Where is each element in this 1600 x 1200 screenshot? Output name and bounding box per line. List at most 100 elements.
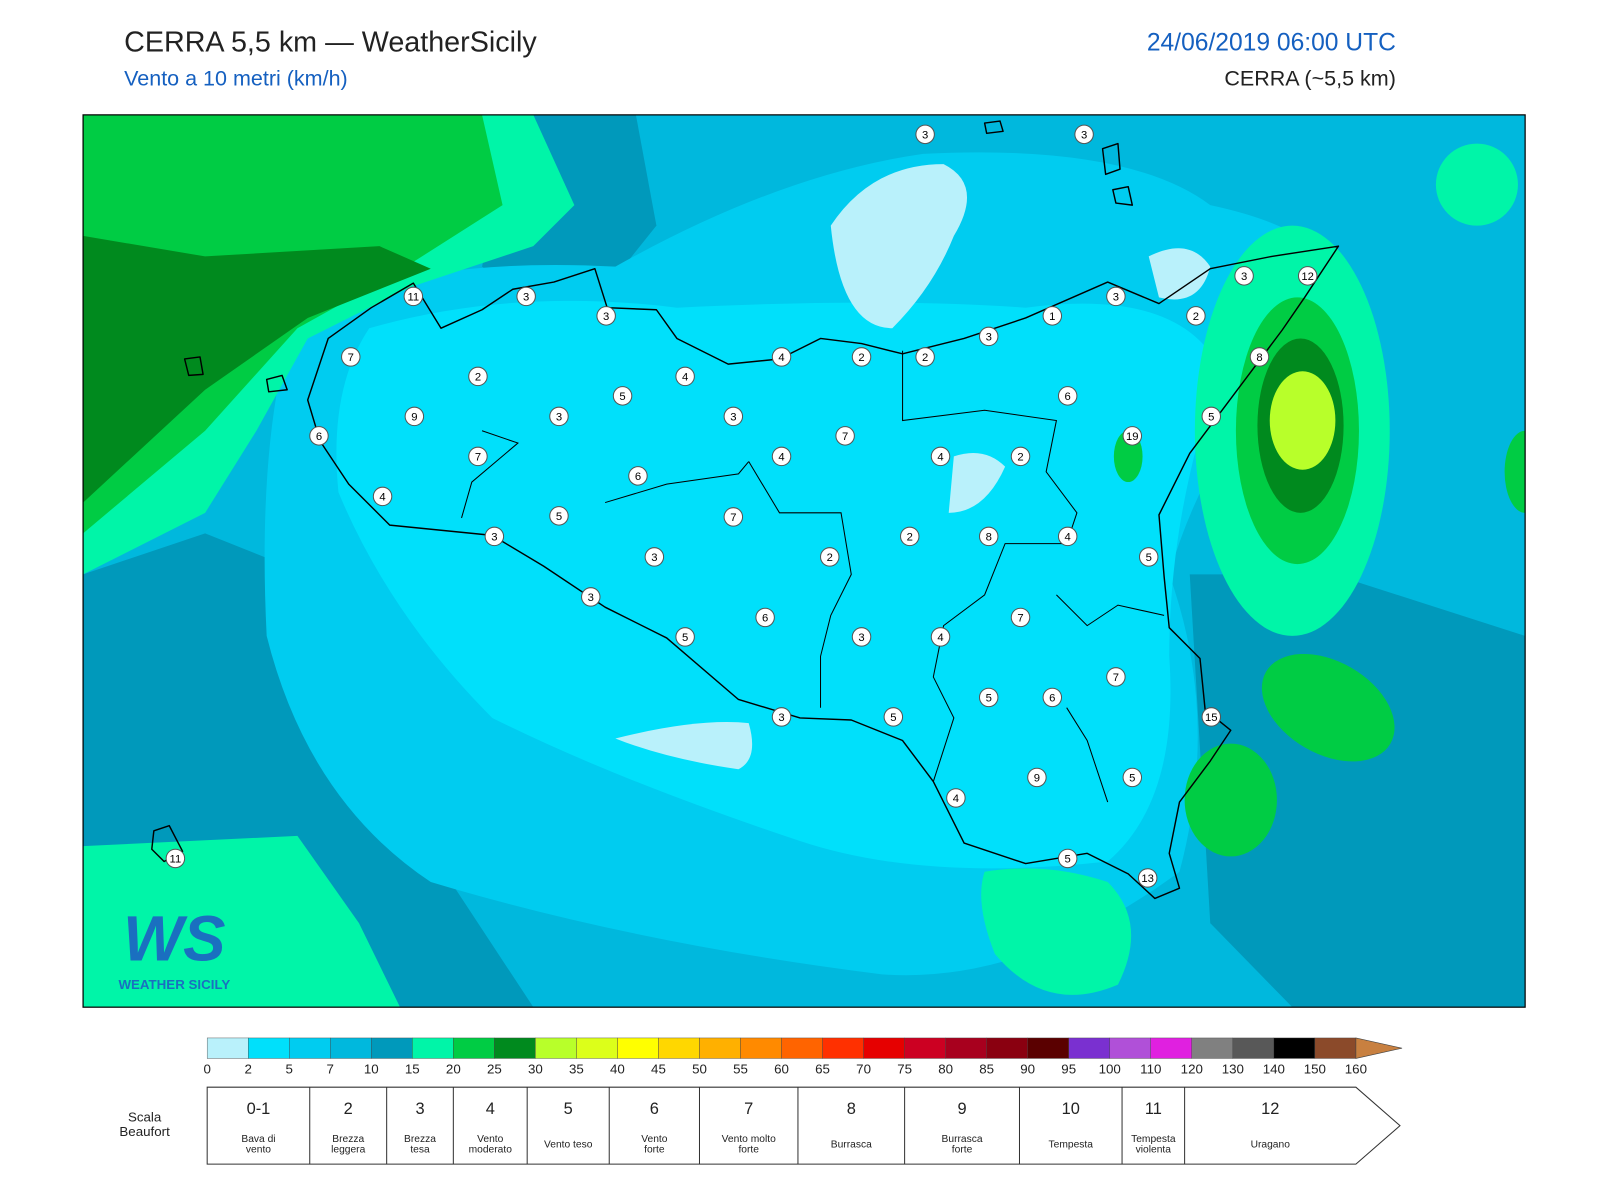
beaufort-description: Uragano — [1251, 1139, 1291, 1150]
station-marker — [1057, 386, 1078, 406]
station-marker — [930, 446, 951, 467]
station-marker — [165, 848, 186, 869]
station-marker — [1027, 767, 1047, 788]
station-value: 13 — [1141, 873, 1154, 885]
colorbar-tick-label: 25 — [487, 1061, 502, 1076]
station-value: 5 — [1208, 411, 1214, 423]
logo-name: WEATHER SICILY — [118, 977, 230, 992]
wind-map — [83, 114, 1526, 1008]
beaufort-force: 11 — [1145, 1100, 1162, 1118]
station-value: 2 — [907, 531, 913, 543]
beaufort-label: Scala — [128, 1109, 162, 1124]
beaufort-description: Vento teso — [544, 1139, 593, 1150]
beaufort-description: Brezza — [332, 1134, 364, 1145]
station-value: 5 — [890, 712, 896, 724]
station-value: 8 — [986, 531, 992, 543]
colorbar-tick-label: 15 — [405, 1061, 420, 1076]
colorbar-tick-label: 95 — [1061, 1061, 1076, 1076]
wind-area — [1504, 430, 1526, 513]
station-marker — [771, 446, 792, 467]
station-marker — [1249, 347, 1270, 367]
beaufort-description: violenta — [1136, 1144, 1172, 1155]
station-value: 3 — [588, 592, 594, 604]
station-value: 7 — [842, 431, 848, 443]
station-value: 7 — [475, 451, 481, 463]
colorbar-tick-label: 60 — [774, 1061, 789, 1076]
colorbar-tick-label: 120 — [1181, 1061, 1203, 1076]
colorbar-swatch — [289, 1037, 331, 1059]
colorbar-swatch — [1027, 1037, 1069, 1059]
station-value: 2 — [858, 352, 864, 364]
station-marker — [723, 406, 744, 427]
station-marker — [930, 627, 951, 647]
station-value: 4 — [778, 352, 784, 364]
beaufort-frame — [206, 1086, 1401, 1165]
station-marker — [1201, 406, 1222, 427]
beaufort-force: 10 — [1062, 1100, 1080, 1118]
station-value: 5 — [1146, 552, 1152, 564]
station-marker — [516, 286, 536, 307]
station-value: 3 — [491, 531, 497, 543]
station-value: 4 — [937, 632, 943, 644]
colorbar-tick-label: 7 — [327, 1061, 334, 1076]
beaufort-description: Tempesta — [1049, 1139, 1094, 1150]
colorbar-tick-label: 85 — [979, 1061, 994, 1076]
station-marker — [1122, 767, 1143, 788]
station-marker — [1137, 868, 1158, 888]
station-value: 3 — [556, 411, 562, 423]
beaufort-description: moderato — [469, 1144, 513, 1155]
colorbar-swatch — [986, 1037, 1028, 1059]
station-marker — [675, 366, 695, 387]
station-marker — [549, 406, 569, 427]
colorbar-swatch — [1314, 1037, 1357, 1059]
station-value: 7 — [1113, 672, 1119, 684]
station-value: 5 — [682, 632, 688, 644]
beaufort-description: Burrasca — [942, 1134, 983, 1145]
station-marker — [978, 687, 999, 708]
station-value: 6 — [316, 431, 322, 443]
station-marker — [899, 526, 920, 547]
station-value: 2 — [827, 552, 833, 564]
beaufort-label: Beaufort — [119, 1124, 170, 1139]
colorbar-tick-label: 140 — [1263, 1061, 1285, 1076]
station-value: 6 — [1065, 391, 1071, 403]
station-marker — [484, 526, 505, 547]
station-marker — [915, 347, 935, 367]
beaufort-description: leggera — [331, 1144, 365, 1155]
station-value: 8 — [1256, 352, 1262, 364]
beaufort-description: forte — [952, 1144, 973, 1155]
station-value: 6 — [762, 612, 768, 624]
wind-area — [83, 235, 431, 503]
wind-area — [1261, 653, 1395, 762]
station-value: 7 — [730, 512, 736, 524]
station-marker — [771, 347, 792, 367]
wind-area — [1435, 143, 1518, 226]
beaufort-description: Vento — [477, 1134, 504, 1145]
station-marker — [1201, 707, 1222, 727]
colorbar-swatch — [781, 1037, 823, 1059]
station-value: 3 — [986, 331, 992, 343]
colorbar-swatch — [1109, 1037, 1151, 1059]
province-border — [748, 461, 852, 708]
colorbar-tick-label: 75 — [897, 1061, 912, 1076]
station-marker — [1057, 848, 1078, 869]
beaufort-description: forte — [644, 1144, 665, 1155]
station-marker — [946, 788, 966, 808]
station-marker — [978, 326, 999, 347]
colorbar-tick-label: 35 — [569, 1061, 584, 1076]
station-value: 5 — [1129, 772, 1135, 784]
station-value: 7 — [1017, 612, 1023, 624]
station-marker — [851, 347, 872, 367]
station-marker — [851, 627, 872, 647]
coastline — [306, 245, 1340, 900]
colorbar-swatch — [206, 1037, 249, 1059]
colorbar-swatch — [494, 1037, 536, 1059]
wind-area — [830, 164, 968, 329]
station-marker — [596, 306, 616, 326]
colorbar-tick-label: 160 — [1345, 1061, 1367, 1076]
station-marker — [1186, 306, 1206, 326]
